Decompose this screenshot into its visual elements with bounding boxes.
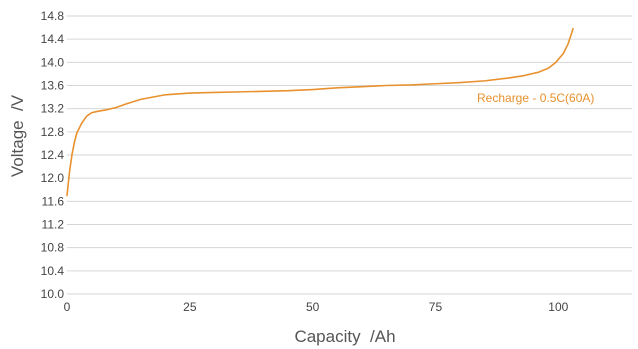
y-tick-label: 12.0 (41, 171, 65, 185)
x-tick-label: 50 (306, 300, 320, 314)
x-tick-label: 100 (548, 300, 568, 314)
series-label: Recharge - 0.5C(60A) (477, 91, 594, 105)
x-tick-label: 0 (64, 300, 71, 314)
y-tick-label: 12.4 (41, 148, 65, 162)
y-tick-label: 14.4 (41, 32, 65, 46)
y-tick-label: 14.8 (41, 9, 65, 23)
y-axis-title: Voltage /V (8, 94, 27, 177)
x-axis-title: Capacity /Ah (294, 327, 395, 346)
x-axis-ticks: 0 25 50 75 100 (64, 300, 569, 314)
y-tick-label: 13.6 (41, 79, 65, 93)
y-tick-label: 10.4 (41, 264, 65, 278)
y-tick-label: 10.0 (41, 287, 65, 301)
x-tick-label: 25 (183, 300, 197, 314)
series-line-recharge (66, 27, 574, 197)
y-tick-label: 11.2 (42, 218, 65, 232)
x-tick-label: 75 (429, 300, 443, 314)
gridlines (67, 15, 632, 295)
y-tick-label: 14.0 (41, 55, 65, 69)
y-tick-label: 13.2 (41, 102, 65, 116)
y-tick-label: 11.6 (42, 194, 65, 208)
y-tick-label: 12.8 (41, 125, 65, 139)
y-axis-ticks: 10.0 10.4 10.8 11.2 11.6 12.0 12.4 12.8 13.2 13.6… (41, 9, 65, 301)
y-tick-label: 10.8 (41, 241, 65, 255)
